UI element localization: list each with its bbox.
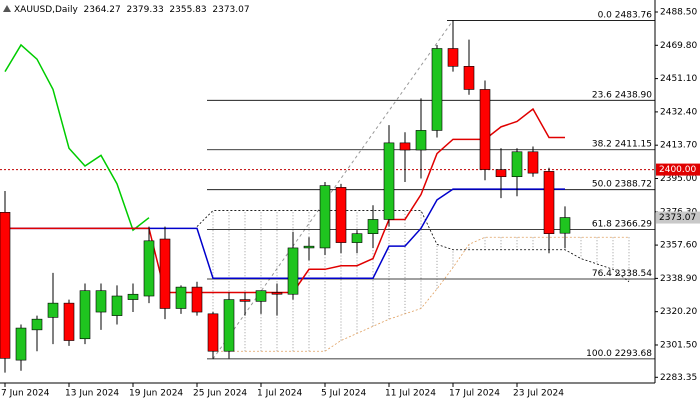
candle-body [543,171,555,234]
header-low: 2355.83 [169,5,206,15]
candle-body [335,187,347,243]
x-tick-label: 25 Jun 2024 [193,389,247,399]
candle-body [495,169,507,178]
candle-body [463,66,475,90]
fib-label: 61.8 2366.29 [592,219,652,229]
x-tick-label: 13 Jun 2024 [65,389,119,399]
x-tick-label: 1 Jul 2024 [257,389,302,399]
x-tick-label: 5 Jul 2024 [321,389,366,399]
candle-body [31,318,43,331]
candle-body [143,240,155,297]
candle-body [207,313,219,352]
candle-body [127,293,139,300]
fib-label: 23.6 2438.90 [592,90,652,100]
candle-body [15,327,27,361]
candle-body [239,299,251,302]
fib-price: 2366.29 [615,219,652,229]
candle-body [415,130,427,151]
fib-price: 2483.76 [615,10,652,20]
candle-body [511,151,523,178]
candle-body [111,295,123,316]
candle-body [319,185,331,249]
candle-body [271,292,283,295]
candle-body [303,245,315,249]
fib-price: 2388.72 [615,179,652,189]
fib-label: 0.0 2483.76 [598,10,653,20]
header-open: 2364.27 [84,5,121,15]
header-close: 2373.07 [212,5,249,15]
fib-ratio: 23.6 [592,90,612,100]
candle-body [0,212,11,359]
fib-label: 38.2 2411.15 [592,139,652,149]
fib-price: 2438.90 [615,90,652,100]
candle-body [479,89,491,170]
candle-body [47,302,59,318]
candle-body [223,299,235,352]
fib-price: 2293.68 [615,348,652,358]
alert-tag-bg [656,163,700,176]
candle-body [255,290,267,302]
candle-body [95,290,107,313]
y-tick-label: 2283.35 [660,373,697,383]
candle-body [191,286,203,313]
fib-ratio: 76.4 [592,269,612,279]
candle-body [79,290,91,340]
fib-label: 50.0 2388.72 [592,179,652,189]
y-tick-label: 2451.10 [660,74,697,84]
y-tick-label: 2320.20 [660,307,697,317]
alert-tag: 2400.00 [659,165,696,175]
fib-price: 2411.15 [615,139,652,149]
header-icon [3,5,11,12]
indicator-line [5,107,565,294]
x-tick-label: 17 Jul 2024 [449,389,500,399]
candle-body [559,217,571,234]
x-tick-label: 23 Jul 2024 [513,389,564,399]
fib-ratio: 0.0 [598,10,613,20]
candle-body [63,302,75,341]
x-tick-label: 19 Jun 2024 [129,389,183,399]
y-tick-label: 2432.40 [660,107,697,117]
fib-ratio: 100.0 [586,348,612,358]
candle-body [351,233,363,243]
x-tick-label: 11 Jul 2024 [385,389,436,399]
fib-label: 100.0 2293.68 [586,348,652,358]
candle-body [383,142,395,220]
fib-label: 76.4 2338.54 [592,269,652,279]
candle-body [159,238,171,309]
candle-body [367,219,379,234]
candle-body [287,247,299,295]
candle-body [447,48,459,67]
fib-price: 2338.54 [615,269,652,279]
price-tag-bg [656,211,700,224]
y-tick-label: 2395.00 [660,174,697,184]
y-tick-label: 2357.60 [660,241,697,251]
fib-ratio: 38.2 [592,139,612,149]
candle-body [399,142,411,151]
header: XAUUSD,Daily 2364.27 2379.33 2355.83 237… [14,5,250,15]
symbol: XAUUSD,Daily [14,5,78,15]
y-tick-label: 2338.90 [660,274,697,284]
candle-body [527,151,539,174]
candle-body [431,48,443,131]
y-tick-label: 2413.70 [660,141,697,151]
candle-body [175,286,187,309]
indicator-line [213,236,629,352]
indicator-line [4,43,150,232]
price-tag: 2373.07 [659,213,696,223]
y-tick-label: 2301.50 [660,340,697,350]
x-tick-label: 7 Jun 2024 [1,389,50,399]
header-high: 2379.33 [126,5,163,15]
y-tick-label: 2469.80 [660,41,697,51]
fib-ratio: 50.0 [592,179,612,189]
fib-ratio: 61.8 [592,219,612,229]
y-tick-label: 2488.50 [660,8,697,18]
indicator-line [196,210,630,283]
